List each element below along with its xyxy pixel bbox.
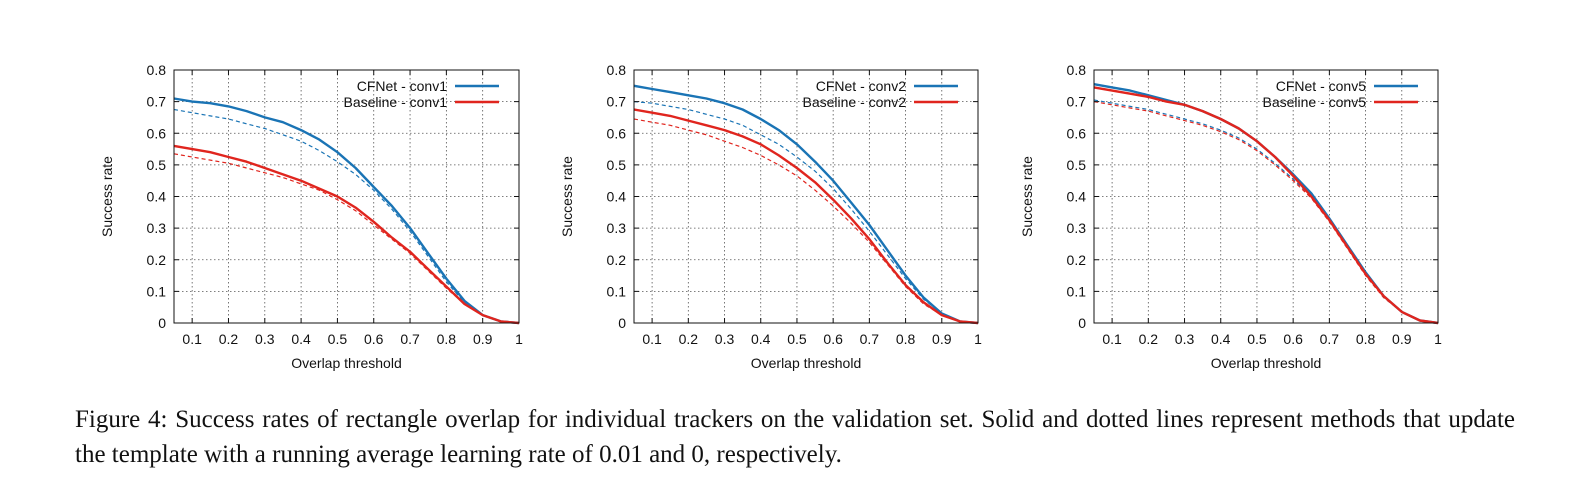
- series-line-dashed-3: [633, 101, 979, 324]
- x-axis-label: Overlap threshold: [291, 355, 402, 371]
- y-tick-label: 0: [1078, 315, 1086, 331]
- x-tick-label: 0.8: [1356, 331, 1376, 347]
- x-tick-label: 0.8: [437, 331, 457, 347]
- x-tick-label: 1: [515, 331, 523, 347]
- series-line-dashed-3: [1093, 99, 1439, 324]
- x-tick-label: 0.9: [932, 331, 952, 347]
- x-tick-label: 0.6: [823, 331, 843, 347]
- legend-label: Baseline - conv2: [802, 94, 906, 110]
- y-tick-label: 0.8: [147, 62, 167, 78]
- x-tick-label: 0.2: [219, 331, 239, 347]
- legend-label: Baseline - conv5: [1262, 94, 1366, 110]
- x-tick-label: 0.1: [642, 331, 662, 347]
- x-tick-label: 0.4: [291, 331, 311, 347]
- y-tick-label: 0.4: [1067, 189, 1087, 205]
- x-tick-label: 1: [1434, 331, 1442, 347]
- x-tick-label: 0.3: [715, 331, 735, 347]
- x-tick-label: 0.9: [473, 331, 493, 347]
- series-line-solid-1: [1093, 83, 1439, 325]
- y-tick-label: 0.3: [147, 220, 167, 236]
- x-tick-label: 0.1: [1102, 331, 1122, 347]
- legend-label: CFNet - conv2: [816, 78, 906, 94]
- y-tick-label: 0.6: [607, 125, 627, 141]
- y-tick-label: 0.8: [1067, 62, 1087, 78]
- x-tick-label: 0.4: [751, 331, 771, 347]
- y-tick-label: 0.3: [1067, 220, 1087, 236]
- y-tick-label: 0.5: [147, 157, 167, 173]
- x-tick-label: 0.5: [1247, 331, 1267, 347]
- y-tick-label: 0.7: [1067, 94, 1087, 110]
- x-tick-label: 0.3: [255, 331, 275, 347]
- y-axis-label: Success rate: [1019, 156, 1035, 237]
- y-tick-label: 0: [618, 315, 626, 331]
- chart-panel-2: 0 0.1 0.2 0.3 0.4 0.5 0.6 0.7 0.8 0.1 0.2 0.3 0.4 0.5…: [559, 62, 982, 371]
- x-tick-label: 0.6: [364, 331, 384, 347]
- y-tick-label: 0.1: [607, 283, 627, 299]
- y-tick-label: 0.5: [607, 157, 627, 173]
- y-tick-label: 0.5: [1067, 157, 1087, 173]
- chart-panel-3: 0 0.1 0.2 0.3 0.4 0.5 0.6 0.7 0.8 0.1 0.2 0.3 0.4 0.5…: [1019, 62, 1442, 371]
- y-tick-label: 0.4: [147, 189, 167, 205]
- y-tick-label: 0.2: [607, 252, 627, 268]
- x-tick-label: 0.4: [1211, 331, 1231, 347]
- y-tick-label: 0.3: [607, 220, 627, 236]
- legend-label: CFNet - conv5: [1276, 78, 1366, 94]
- figure-caption: Figure 4: Success rates of rectangle ove…: [75, 406, 1515, 468]
- x-tick-label: 0.7: [400, 331, 420, 347]
- figure-charts: 0 0.1 0.2 0.3 0.4 0.5 0.6 0.7 0.8 0.1 0.2 0.3 0.4 0.5…: [99, 62, 1442, 371]
- y-tick-label: 0.7: [147, 94, 167, 110]
- y-axis-label: Success rate: [559, 156, 575, 237]
- series-line-solid-2: [1093, 86, 1439, 325]
- x-tick-label: 0.1: [182, 331, 202, 347]
- x-tick-label: 0.6: [1283, 331, 1303, 347]
- y-tick-label: 0: [158, 315, 166, 331]
- y-tick-label: 0.6: [1067, 125, 1087, 141]
- y-axis-label: Success rate: [99, 156, 115, 237]
- series-line-solid-1: [633, 84, 979, 325]
- x-axis-label: Overlap threshold: [1211, 355, 1322, 371]
- x-tick-label: 0.9: [1392, 331, 1412, 347]
- legend-label: CFNet - conv1: [357, 78, 447, 94]
- x-tick-label: 0.7: [1320, 331, 1340, 347]
- series-line-dashed-4: [1093, 101, 1439, 324]
- x-tick-label: 0.5: [328, 331, 348, 347]
- y-tick-label: 0.8: [607, 62, 627, 78]
- x-tick-label: 0.5: [787, 331, 807, 347]
- x-tick-label: 0.7: [860, 331, 880, 347]
- series-line-dashed-4: [173, 153, 520, 324]
- series-line-solid-1: [173, 97, 520, 325]
- series-line-solid-2: [633, 108, 979, 325]
- y-tick-label: 0.1: [147, 283, 167, 299]
- x-tick-label: 0.2: [679, 331, 699, 347]
- chart-panel-1: 0 0.1 0.2 0.3 0.4 0.5 0.6 0.7 0.8 0.1 0.2 0.3 0.4 0.5…: [99, 62, 523, 371]
- legend-label: Baseline - conv1: [343, 94, 447, 110]
- y-tick-label: 0.4: [607, 189, 627, 205]
- x-tick-label: 0.3: [1175, 331, 1195, 347]
- series-line-solid-2: [173, 144, 520, 325]
- x-tick-label: 0.2: [1139, 331, 1159, 347]
- y-tick-label: 0.7: [607, 94, 627, 110]
- x-axis-label: Overlap threshold: [751, 355, 862, 371]
- y-tick-label: 0.6: [147, 125, 167, 141]
- x-tick-label: 0.8: [896, 331, 916, 347]
- y-tick-label: 0.2: [1067, 252, 1087, 268]
- y-tick-label: 0.2: [147, 252, 167, 268]
- y-tick-label: 0.1: [1067, 283, 1087, 299]
- x-tick-label: 1: [974, 331, 982, 347]
- series-line-dashed-4: [633, 118, 979, 324]
